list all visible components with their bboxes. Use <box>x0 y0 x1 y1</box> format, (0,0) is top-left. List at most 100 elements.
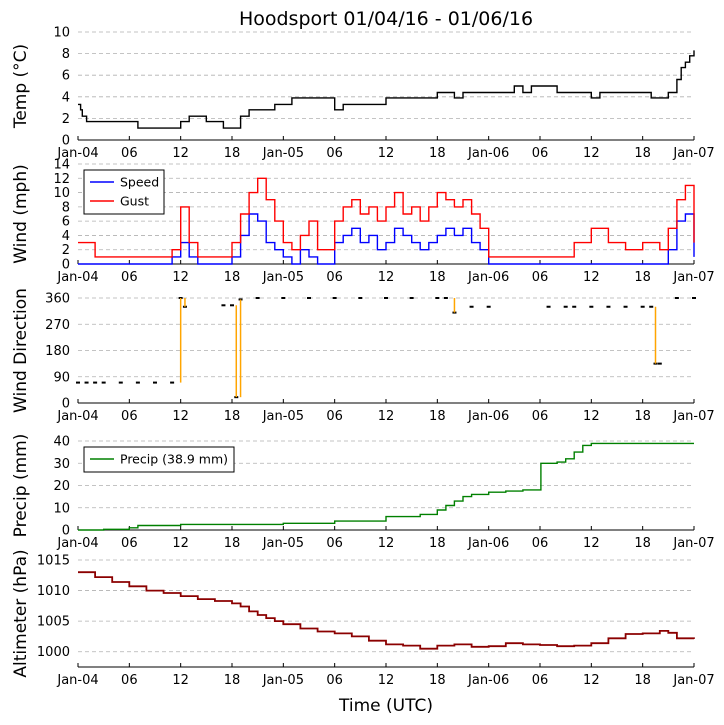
wind-series-gust <box>78 177 695 258</box>
precip-x-tick-label-1: 06 <box>121 536 138 551</box>
wind-legend-label-1: Gust <box>120 194 149 209</box>
wind-x-tick-label-4: Jan-05 <box>262 270 304 285</box>
direction-point-14 <box>255 297 260 299</box>
altimeter-x-tick-label-10: 12 <box>583 673 600 688</box>
temp-y-tick-label-4: 8 <box>62 47 70 62</box>
temp-x-tick-label-5: 06 <box>326 146 343 161</box>
precip-x-tick-label-12: Jan-07 <box>672 536 714 551</box>
direction-y-tick-label-2: 180 <box>45 344 70 359</box>
direction-y-tick-label-3: 270 <box>45 318 70 333</box>
temp-x-tick-label-0: Jan-04 <box>56 146 98 161</box>
precip-legend: Precip (38.9 mm) <box>83 446 235 473</box>
direction-point-24 <box>469 305 474 308</box>
direction-point-22 <box>443 297 448 299</box>
altimeter-series-altimeter <box>78 571 695 650</box>
altimeter-x-tick-label-4: Jan-05 <box>262 673 304 688</box>
wind-y-tick-label-1: 2 <box>62 243 70 258</box>
wind-y-tick-label-0: 0 <box>62 258 70 273</box>
direction-x-tick-label-2: 12 <box>172 409 189 424</box>
direction-point-25 <box>486 305 491 308</box>
direction-y-axis-label: Wind Direction <box>11 288 31 413</box>
precip-legend-label-0: Precip (38.9 mm) <box>120 452 228 467</box>
precip-y-tick-label-3: 30 <box>53 457 70 472</box>
wind-y-tick-label-4: 8 <box>62 200 70 215</box>
temp-x-tick-label-11: 18 <box>634 146 651 161</box>
direction-point-27 <box>563 305 568 308</box>
wind-x-tick-label-7: 18 <box>429 270 446 285</box>
direction-point-17 <box>332 297 337 299</box>
temp-y-tick-label-3: 6 <box>62 69 70 84</box>
temp-x-tick-label-1: 06 <box>121 146 138 161</box>
temp-y-tick-label-1: 2 <box>62 112 70 127</box>
wind-x-tick-label-5: 06 <box>326 270 343 285</box>
chart-title: Hoodsport 01/04/16 - 01/06/16 <box>239 8 533 30</box>
direction-point-11 <box>230 304 234 307</box>
direction-x-tick-label-1: 06 <box>121 409 138 424</box>
temp-x-tick-label-12: Jan-07 <box>672 146 714 161</box>
altimeter-x-tick-label-8: Jan-06 <box>467 673 509 688</box>
wind-x-tick-label-3: 18 <box>224 270 241 285</box>
precip-y-tick-label-0: 0 <box>62 524 70 539</box>
temp-y-axis-label: Temp (°C) <box>11 44 31 129</box>
wind-legend-label-0: Speed <box>120 175 159 190</box>
direction-x-tick-label-5: 06 <box>326 409 343 424</box>
altimeter-y-tick-label-0: 1000 <box>37 645 70 660</box>
direction-point-5 <box>135 381 140 384</box>
temp-y-tick-label-5: 10 <box>53 26 70 41</box>
direction-point-20 <box>409 297 414 299</box>
direction-x-tick-label-4: Jan-05 <box>262 409 304 424</box>
precip-y-axis-label: Precip (mm) <box>11 434 31 538</box>
direction-point-30 <box>606 305 611 308</box>
wind-x-tick-label-12: Jan-07 <box>672 270 714 285</box>
direction-x-tick-label-6: 12 <box>378 409 395 424</box>
wind-x-tick-label-1: 06 <box>121 270 138 285</box>
wind-x-tick-label-0: Jan-04 <box>56 270 98 285</box>
direction-point-2 <box>93 381 98 384</box>
altimeter-x-tick-label-11: 18 <box>634 673 651 688</box>
altimeter-x-tick-label-9: 06 <box>532 673 549 688</box>
precip-y-tick-label-4: 40 <box>53 435 70 450</box>
temp-x-tick-label-4: Jan-05 <box>262 146 304 161</box>
direction-point-26 <box>546 305 551 308</box>
altimeter-y-tick-label-3: 1015 <box>37 554 70 569</box>
temp-x-tick-label-6: 12 <box>378 146 395 161</box>
altimeter-y-tick-label-2: 1010 <box>37 584 70 599</box>
direction-point-16 <box>307 297 311 299</box>
temp-x-tick-label-2: 12 <box>172 146 189 161</box>
direction-x-tick-label-11: 18 <box>634 409 651 424</box>
direction-point-18 <box>358 297 363 299</box>
wind-y-tick-label-6: 12 <box>53 172 70 187</box>
panel-direction: 0 90 180 270 360 Jan-04 06 12 18 Jan-05 06 12 18 Jan-… <box>11 288 715 424</box>
precip-y-tick-label-2: 20 <box>53 479 70 494</box>
direction-point-29 <box>589 305 594 308</box>
wind-x-tick-label-9: 06 <box>532 270 549 285</box>
direction-point-15 <box>281 297 286 299</box>
temp-y-tick-label-2: 4 <box>62 90 70 105</box>
wind-y-tick-label-5: 10 <box>53 186 70 201</box>
direction-point-6 <box>153 381 157 384</box>
temp-y-tick-label-0: 0 <box>62 134 70 149</box>
wind-y-tick-label-7: 14 <box>53 158 70 173</box>
direction-x-tick-label-9: 06 <box>532 409 549 424</box>
wind-x-tick-label-11: 18 <box>634 270 651 285</box>
precip-x-tick-label-9: 06 <box>532 536 549 551</box>
direction-point-36 <box>674 297 679 299</box>
panel-temp: 0 2 4 6 8 10 Jan-04 06 12 18 Jan-05 06 12 18 Jan-06 06 1… <box>11 26 715 162</box>
panel-altimeter: 1000 1005 1010 1015 Jan-04 06 12 18 Jan-05 06 12 18… <box>11 549 715 688</box>
direction-point-32 <box>640 305 645 308</box>
altimeter-x-tick-label-3: 18 <box>224 673 241 688</box>
precip-series-precip-38-9-mm- <box>78 442 694 531</box>
direction-y-tick-label-0: 0 <box>62 397 70 412</box>
temp-x-tick-label-3: 18 <box>224 146 241 161</box>
precip-x-tick-label-0: Jan-04 <box>56 536 98 551</box>
precip-x-tick-label-11: 18 <box>634 536 651 551</box>
wind-x-tick-label-2: 12 <box>172 270 189 285</box>
wind-x-tick-label-8: Jan-06 <box>467 270 509 285</box>
altimeter-x-tick-label-7: 18 <box>429 673 446 688</box>
precip-x-tick-label-2: 12 <box>172 536 189 551</box>
direction-point-19 <box>384 297 388 299</box>
x-axis-label: Time (UTC) <box>338 696 433 716</box>
wind-x-tick-label-10: 12 <box>583 270 600 285</box>
